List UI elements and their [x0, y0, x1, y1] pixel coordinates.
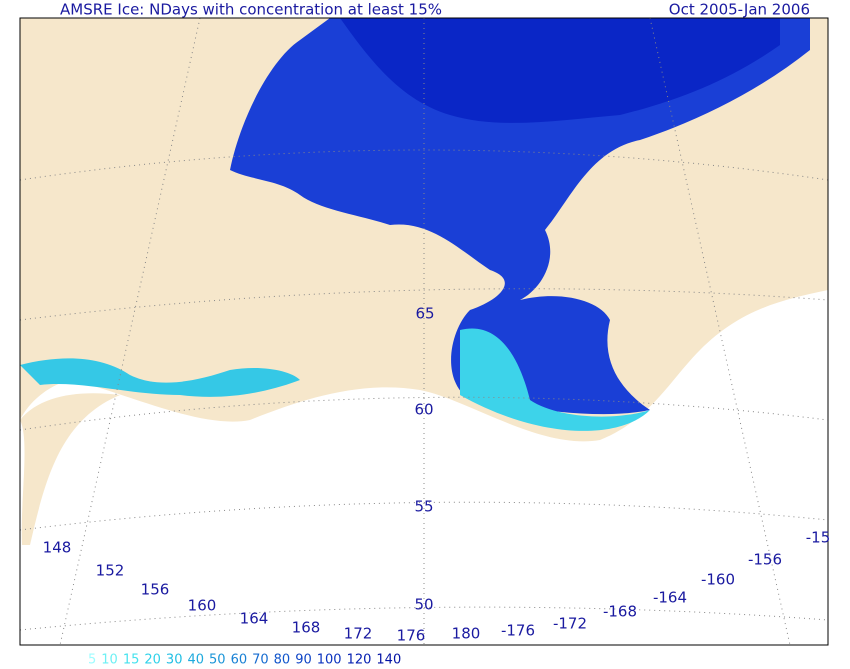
legend: 5 10 15 20 30 40 50 60 70 80 90 100 120 140	[88, 653, 401, 668]
legend-label: 60	[231, 653, 248, 668]
title-right: Oct 2005-Jan 2006	[669, 1, 810, 19]
longitude-label: 160	[188, 597, 217, 615]
legend-label: 40	[187, 653, 204, 668]
legend-label: 120	[347, 653, 372, 668]
sea-ice	[230, 18, 810, 415]
longitude-label: -172	[553, 615, 587, 633]
title-left: AMSRE Ice: NDays with concentration at l…	[60, 1, 442, 19]
okhotsk-ice	[20, 358, 300, 397]
legend-label: 90	[295, 653, 312, 668]
latitude-label: 50	[414, 596, 433, 614]
longitude-label: 164	[240, 610, 269, 628]
longitude-label: -156	[748, 551, 782, 569]
legend-label: 5	[88, 653, 96, 668]
legend-label: 50	[209, 653, 226, 668]
legend-label: 80	[274, 653, 291, 668]
longitude-label: 168	[292, 619, 321, 637]
longitude-label: 172	[344, 625, 373, 643]
legend-label: 30	[166, 653, 183, 668]
graticule	[19, 17, 829, 646]
longitude-label: -15	[806, 529, 831, 547]
legend-label: 100	[317, 653, 342, 668]
legend-label: 140	[376, 653, 401, 668]
longitude-label: 152	[96, 562, 125, 580]
longitude-label: 148	[43, 539, 72, 557]
legend-label: 10	[101, 653, 118, 668]
longitude-label: -164	[653, 589, 687, 607]
frame	[19, 17, 829, 646]
latitude-label: 60	[414, 401, 433, 419]
longitude-label: 156	[141, 581, 170, 599]
kamchatka	[20, 393, 120, 545]
longitude-label: 176	[397, 627, 426, 645]
longitude-label: -176	[501, 622, 535, 640]
legend-label: 15	[123, 653, 140, 668]
sea-ice-dense	[340, 18, 780, 123]
longitude-label: -160	[701, 571, 735, 589]
legend-label: 20	[144, 653, 161, 668]
latitude-label: 65	[415, 305, 434, 323]
longitude-label: -168	[603, 603, 637, 621]
longitude-label: 180	[452, 625, 481, 643]
sea-ice-edge	[460, 328, 650, 431]
legend-label: 70	[252, 653, 269, 668]
latitude-label: 55	[414, 498, 433, 516]
